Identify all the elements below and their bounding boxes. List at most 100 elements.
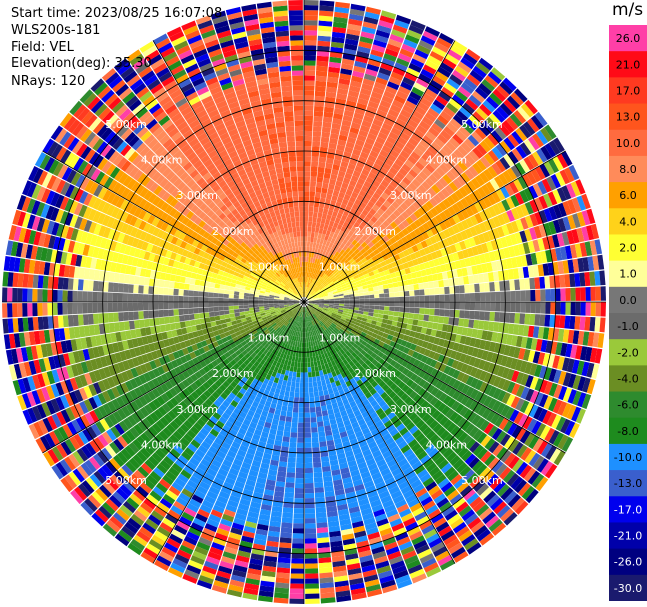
velocity-gate	[421, 167, 432, 177]
velocity-gate	[244, 352, 251, 359]
velocity-gate	[448, 181, 459, 192]
velocity-gate	[566, 358, 575, 373]
velocity-gate	[308, 221, 313, 227]
velocity-gate	[469, 496, 483, 509]
velocity-gate	[76, 448, 89, 462]
velocity-gate	[451, 234, 459, 244]
velocity-gate	[440, 264, 447, 273]
velocity-gate	[408, 356, 417, 365]
velocity-gate	[451, 269, 458, 278]
velocity-gate	[50, 398, 61, 413]
velocity-gate	[125, 391, 134, 403]
velocity-gate	[308, 304, 314, 307]
velocity-gate	[555, 288, 561, 301]
velocity-gate	[290, 568, 304, 574]
velocity-gate	[233, 407, 242, 416]
velocity-gate	[312, 313, 317, 319]
velocity-gate	[271, 454, 280, 462]
velocity-gate	[332, 321, 338, 326]
velocity-gate	[530, 302, 536, 314]
velocity-gate	[301, 352, 304, 358]
velocity-gate	[505, 258, 513, 269]
velocity-gate	[310, 257, 314, 263]
velocity-gate	[268, 407, 276, 414]
velocity-gate	[346, 223, 353, 231]
velocity-gate	[421, 413, 432, 423]
velocity-gate	[389, 403, 399, 412]
velocity-gate	[99, 484, 112, 498]
velocity-gate	[459, 259, 467, 268]
velocity-gate	[423, 282, 430, 289]
velocity-gate	[323, 283, 329, 288]
velocity-gate	[427, 107, 440, 119]
velocity-gate	[186, 503, 199, 513]
velocity-gate	[241, 493, 252, 502]
velocity-gate	[399, 296, 405, 302]
velocity-gate	[354, 277, 361, 282]
velocity-gate	[45, 385, 55, 400]
velocity-gate	[338, 219, 345, 226]
velocity-gate	[329, 331, 335, 338]
velocity-gate	[363, 260, 370, 267]
velocity-gate	[328, 295, 334, 298]
velocity-gate	[199, 393, 208, 402]
velocity-gate	[452, 390, 461, 401]
velocity-gate	[453, 477, 466, 490]
velocity-gate	[293, 508, 304, 514]
velocity-gate	[366, 280, 372, 285]
velocity-gate	[331, 342, 337, 349]
velocity-gate	[307, 367, 312, 373]
velocity-gate	[487, 206, 497, 218]
velocity-gate	[288, 329, 292, 335]
velocity-gate	[154, 433, 166, 445]
velocity-gate	[253, 538, 267, 546]
velocity-gate	[184, 447, 195, 457]
velocity-gate	[237, 322, 243, 328]
velocity-gate	[237, 449, 247, 458]
velocity-gate	[304, 85, 315, 91]
velocity-gate	[188, 526, 202, 537]
velocity-gate	[459, 406, 469, 417]
velocity-gate	[375, 277, 382, 283]
velocity-gate	[267, 530, 280, 538]
velocity-gate	[322, 261, 327, 267]
velocity-gate	[224, 437, 234, 446]
velocity-gate	[305, 311, 308, 317]
velocity-gate	[396, 410, 405, 419]
velocity-gate	[314, 232, 319, 238]
velocity-gate	[339, 281, 346, 286]
velocity-gate	[433, 493, 446, 505]
velocity-gate	[313, 299, 319, 301]
velocity-gate	[203, 345, 210, 353]
velocity-gate	[306, 293, 310, 298]
velocity-gate	[251, 346, 258, 352]
velocity-gate	[332, 26, 347, 34]
velocity-gate	[166, 452, 178, 463]
velocity-gate	[472, 111, 485, 124]
velocity-gate	[317, 542, 330, 549]
velocity-gate	[311, 252, 315, 258]
velocity-gate	[471, 131, 483, 143]
velocity-gate	[323, 111, 334, 118]
velocity-gate	[469, 302, 476, 311]
velocity-gate	[248, 563, 263, 571]
velocity-gate	[257, 419, 266, 427]
velocity-gate	[219, 333, 226, 339]
velocity-gate	[451, 325, 459, 334]
velocity-gate	[403, 489, 415, 499]
velocity-gate	[309, 315, 313, 321]
velocity-gate	[430, 103, 443, 115]
velocity-gate	[380, 260, 387, 267]
velocity-gate	[484, 75, 499, 88]
velocity-gate	[239, 387, 247, 395]
velocity-gate	[312, 257, 316, 264]
velocity-gate	[247, 511, 259, 519]
velocity-gate	[562, 216, 572, 231]
velocity-gate	[382, 472, 394, 481]
velocity-gate	[360, 31, 375, 40]
velocity-gate	[369, 274, 376, 280]
velocity-gate	[334, 281, 340, 286]
velocity-gate	[304, 447, 312, 453]
velocity-gate	[567, 373, 577, 388]
velocity-gate	[318, 243, 323, 250]
